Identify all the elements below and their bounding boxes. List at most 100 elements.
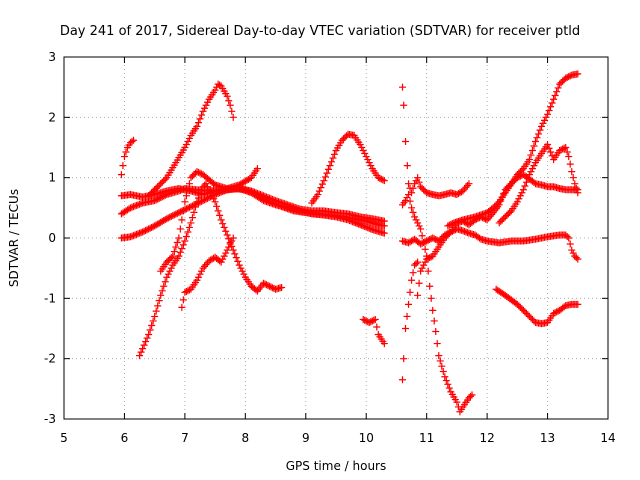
data-point [142, 338, 150, 346]
data-point [330, 150, 338, 158]
data-point [208, 192, 216, 200]
data-point [489, 204, 497, 212]
data-point [151, 186, 159, 194]
data-point [146, 326, 154, 334]
data-point [157, 180, 165, 188]
data-point [181, 288, 189, 296]
data-point [125, 205, 133, 213]
x-tick-label: 7 [181, 431, 189, 445]
data-point [185, 223, 193, 231]
data-point [158, 287, 166, 295]
data-point [525, 156, 533, 164]
data-point [341, 133, 349, 141]
data-point [158, 178, 166, 186]
data-point [414, 258, 422, 266]
y-tick-label: -2 [44, 352, 56, 366]
data-point [551, 309, 559, 317]
data-point [151, 312, 159, 320]
data-point [528, 165, 536, 173]
data-point [405, 191, 413, 199]
data-point [513, 198, 521, 206]
data-point [405, 300, 413, 308]
data-point [463, 229, 471, 237]
data-point [199, 197, 207, 205]
series-s5 [136, 180, 286, 360]
data-point [426, 282, 434, 290]
data-point [498, 216, 506, 224]
x-tick-label: 6 [121, 431, 129, 445]
data-point [155, 181, 163, 189]
data-point [444, 231, 452, 239]
data-point [412, 216, 420, 224]
data-point [435, 352, 443, 360]
data-point [374, 174, 382, 182]
data-point [551, 91, 559, 99]
data-point [222, 249, 230, 257]
data-point [405, 180, 413, 188]
data-point [571, 252, 579, 260]
data-point [131, 202, 139, 210]
data-point [137, 229, 145, 237]
data-point [548, 152, 556, 160]
data-point [417, 267, 425, 275]
data-point [228, 107, 236, 115]
data-point [199, 107, 207, 115]
data-point [155, 297, 163, 305]
y-tick-label: -1 [44, 291, 56, 305]
data-point [359, 315, 367, 323]
data-point [569, 174, 577, 182]
data-point [521, 182, 529, 190]
data-point [574, 70, 582, 78]
data-point [126, 204, 134, 212]
data-point [572, 184, 580, 192]
data-point [178, 303, 186, 311]
data-point [415, 222, 423, 230]
data-point [560, 144, 568, 152]
series-s10 [359, 315, 388, 348]
data-point [130, 136, 138, 144]
data-point [259, 279, 267, 287]
data-point [361, 223, 369, 231]
grid-lines [64, 57, 608, 419]
data-point [562, 144, 570, 151]
data-point [172, 210, 180, 218]
y-tick-label: 0 [48, 231, 56, 245]
data-point [136, 229, 144, 237]
data-point [146, 224, 154, 232]
data-point [253, 165, 261, 173]
data-point [359, 147, 367, 155]
data-point [258, 196, 266, 204]
data-point [557, 79, 565, 87]
data-point [553, 308, 561, 316]
data-point [530, 178, 538, 186]
data-point [164, 270, 172, 278]
data-point [133, 201, 141, 209]
data-point [182, 192, 190, 200]
data-point [362, 153, 370, 161]
data-point [320, 177, 328, 185]
data-point [193, 276, 201, 284]
data-point [146, 190, 154, 198]
data-point [534, 130, 542, 138]
data-point [182, 288, 190, 296]
data-point [176, 186, 184, 194]
data-point [252, 286, 260, 294]
series-s6 [157, 165, 261, 275]
data-point [246, 175, 254, 183]
data-point [158, 193, 166, 201]
data-point [211, 86, 219, 94]
data-point [237, 264, 245, 272]
data-point [414, 174, 422, 182]
data-point [229, 246, 237, 254]
data-point [140, 227, 148, 235]
data-point [355, 220, 363, 228]
data-point [574, 255, 582, 263]
data-point [349, 218, 357, 226]
data-point [497, 217, 505, 225]
data-point [559, 145, 567, 153]
data-point [157, 291, 165, 299]
data-point [350, 218, 358, 226]
data-point [317, 184, 325, 192]
data-point [188, 202, 196, 210]
data-point [175, 252, 183, 260]
